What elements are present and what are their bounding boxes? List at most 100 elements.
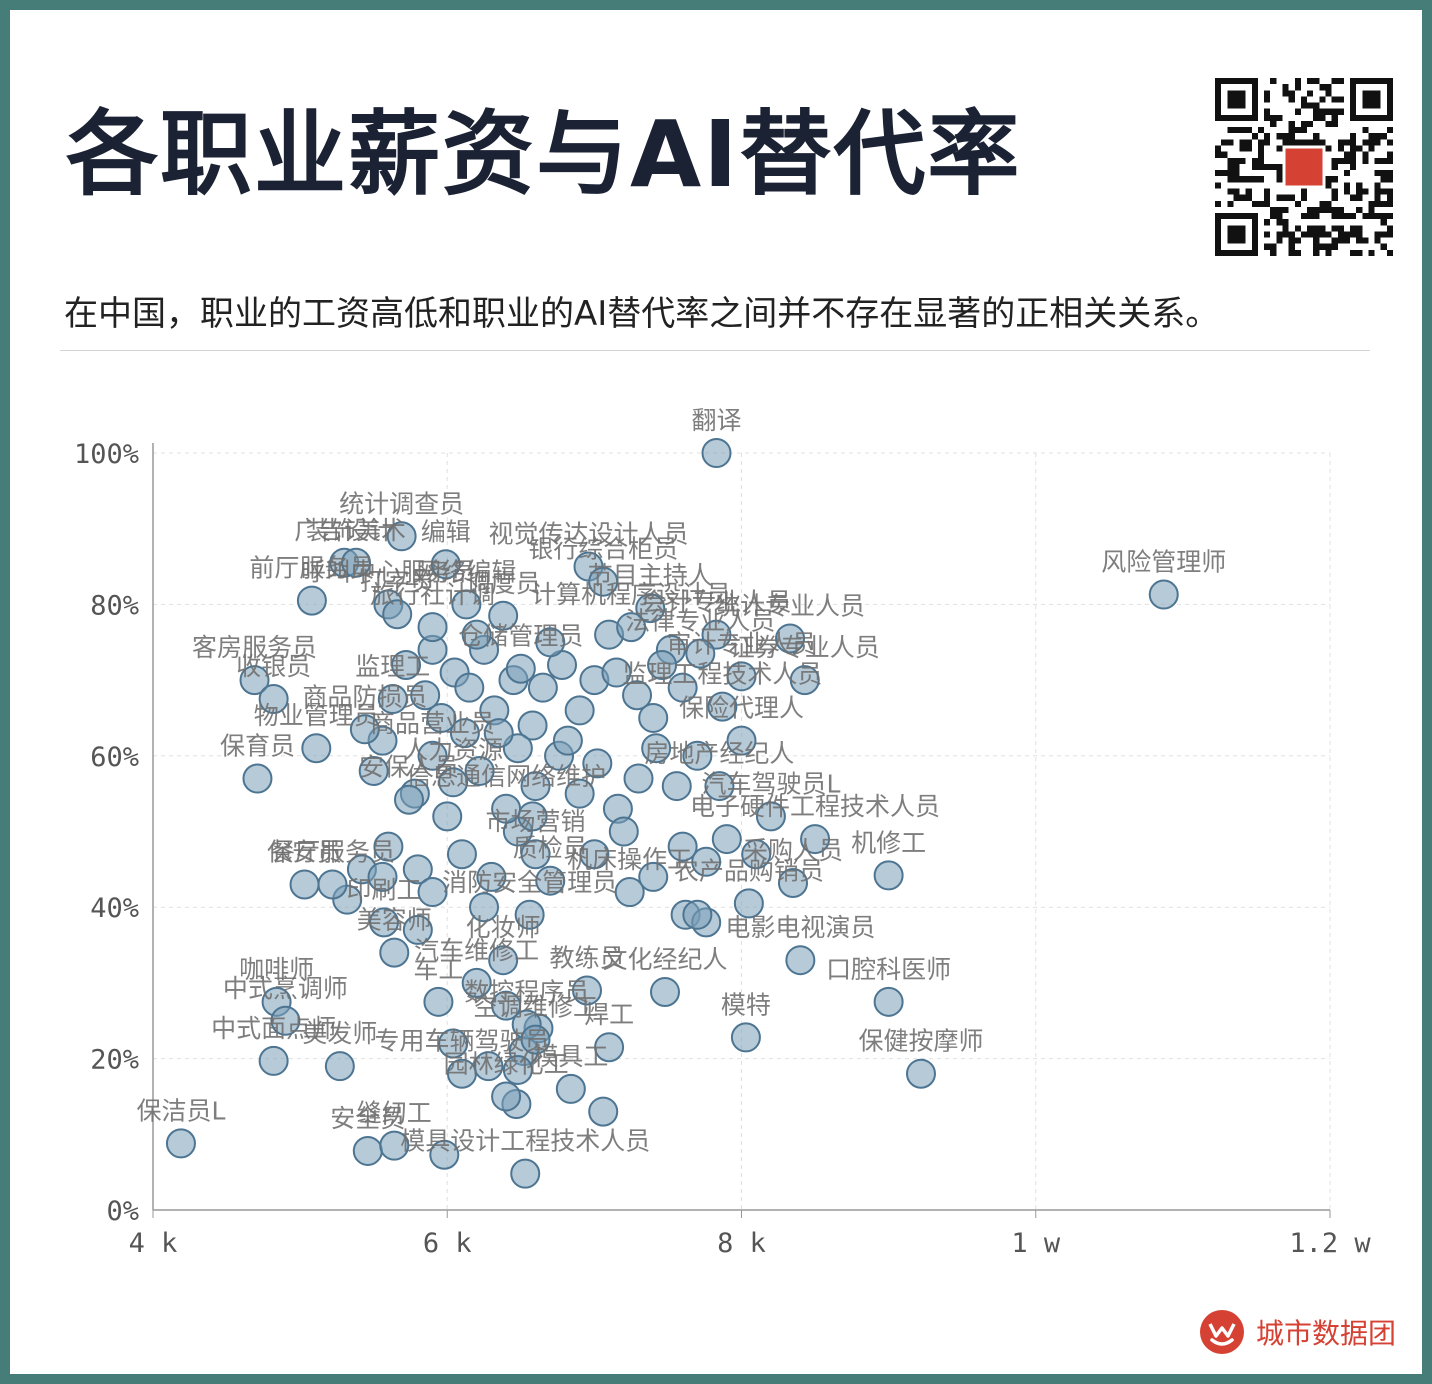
data-point — [324, 1051, 355, 1082]
point-label: 调度员 — [466, 569, 541, 598]
data-point — [242, 763, 273, 794]
point-label: 物业管理员 — [254, 701, 379, 730]
qr-code-icon — [1215, 78, 1393, 256]
data-point — [682, 740, 713, 771]
data-point — [488, 600, 519, 631]
data-point — [555, 1073, 586, 1104]
brand-name: 城市数据团 — [1256, 1317, 1397, 1350]
point-label: 汽车驾驶员L — [701, 769, 840, 798]
data-point — [905, 1058, 936, 1089]
data-point — [393, 784, 424, 815]
data-point — [682, 899, 713, 930]
data-point — [520, 771, 551, 802]
data-point — [358, 755, 389, 786]
divider — [60, 350, 1370, 351]
data-point — [535, 627, 566, 658]
point-label: 监理工程技术人员 — [622, 660, 822, 689]
point-label: 视觉传达设计人员 — [488, 520, 688, 549]
y-tick-label: 80% — [90, 590, 139, 621]
data-point — [582, 748, 613, 779]
point-label: 统计调查员 — [339, 489, 464, 518]
point-label: 翻译 — [691, 406, 741, 435]
data-point — [367, 861, 398, 892]
point-label: 客房服务员 — [192, 633, 317, 662]
data-point — [514, 899, 545, 930]
data-point — [165, 1128, 196, 1159]
data-point — [873, 860, 904, 891]
city-data-team-logo-icon — [1200, 1310, 1244, 1354]
data-point — [379, 937, 410, 968]
point-label: 文化经纪人 — [602, 945, 727, 974]
data-point — [402, 914, 433, 945]
data-point — [588, 1096, 619, 1127]
data-point — [239, 665, 270, 696]
point-label: 打字员 — [360, 567, 435, 596]
data-point — [579, 839, 610, 870]
point-label: 节目主持人 — [588, 561, 713, 590]
data-point — [430, 549, 461, 580]
data-point — [535, 865, 566, 896]
data-point — [301, 733, 332, 764]
data-point — [588, 566, 619, 597]
data-point — [623, 763, 654, 794]
data-point — [707, 691, 738, 722]
data-point — [704, 771, 735, 802]
data-point — [572, 975, 603, 1006]
point-label: 法律专业人员 — [625, 607, 775, 636]
data-point — [564, 778, 595, 809]
data-point — [446, 839, 477, 870]
data-point — [520, 839, 551, 870]
data-point — [616, 612, 647, 643]
data-point — [667, 831, 698, 862]
data-point — [377, 684, 408, 715]
point-label: 保洁员L — [136, 1096, 225, 1125]
data-point — [667, 672, 698, 703]
point-label: 模特 — [721, 990, 771, 1019]
point-label: 计算机程序设计员 — [531, 580, 731, 609]
data-point — [510, 1158, 541, 1189]
data-point — [446, 1058, 477, 1089]
point-label: 电影电视演员 — [725, 913, 875, 942]
x-tick-label: 1.2 w — [1289, 1228, 1371, 1259]
data-point — [417, 740, 448, 771]
data-point — [661, 771, 692, 802]
data-point — [635, 593, 666, 624]
data-point — [438, 767, 469, 798]
point-label: 前厅服务员 — [249, 554, 374, 583]
point-label: 证券专业人员 — [730, 633, 880, 662]
data-point — [641, 733, 672, 764]
data-point — [469, 892, 500, 923]
point-label: 网络编辑 — [416, 557, 516, 586]
point-label: 餐厅服务员 — [270, 837, 395, 866]
point-label: 数控程序员 — [464, 978, 589, 1007]
point-label: 银行综合柜员 — [528, 535, 678, 564]
point-label: 化妆师 — [466, 913, 541, 942]
data-point — [502, 1054, 533, 1085]
point-label: 装饰美术 — [306, 516, 406, 545]
data-point — [594, 1032, 625, 1063]
data-point — [410, 680, 441, 711]
point-label: 印刷工 — [346, 875, 421, 904]
data-point — [464, 755, 495, 786]
point-label: 专用车辆驾驶员 — [374, 1027, 549, 1056]
infographic-card: 各职业薪资与AI替代率 在中国，职业的工资高低和职业的AI替代率之间并不存在显著… — [10, 10, 1422, 1374]
data-point — [733, 888, 764, 919]
data-point — [258, 1045, 289, 1076]
brand: 城市数据团 — [1198, 1308, 1396, 1356]
scatter-chart: 0% 20% 40% 60% 80% 100% 4 k 6 k 8 k 1 w 1.2 w 翻译风险管… — [74, 406, 1371, 1259]
point-label: 审计专业人员 — [666, 629, 816, 658]
y-tick-label: 60% — [90, 742, 139, 773]
data-point — [270, 1005, 301, 1036]
point-label: 风险管理师 — [1101, 548, 1226, 577]
point-label: 统计专业人员 — [715, 591, 865, 620]
data-point — [691, 846, 722, 877]
data-point — [800, 824, 831, 855]
point-label: 中式面点师 — [211, 1014, 336, 1043]
data-point — [701, 438, 732, 468]
data-point — [386, 521, 417, 552]
point-label: 电子硬件工程技术人员 — [690, 792, 940, 821]
point-label: 缝纫工 — [357, 1099, 432, 1128]
x-tick-label: 8 k — [717, 1228, 766, 1259]
data-point — [638, 861, 669, 892]
data-point — [873, 986, 904, 1017]
